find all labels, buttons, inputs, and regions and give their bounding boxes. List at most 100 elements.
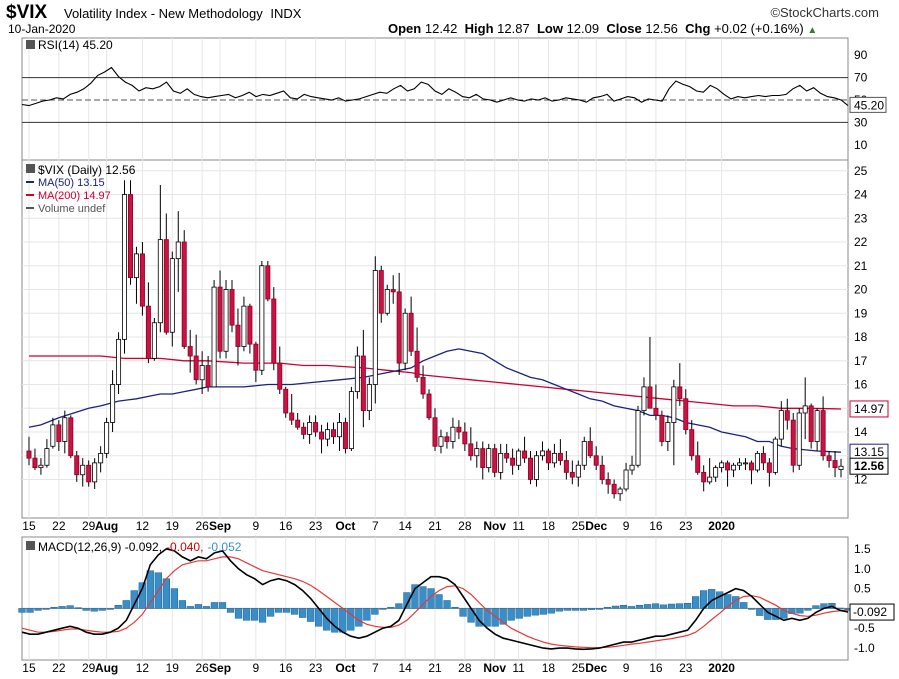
candle-body <box>539 450 545 457</box>
macd-y-tick: -1.0 <box>854 641 875 655</box>
candle-body <box>366 384 372 412</box>
candle-body <box>587 441 593 457</box>
macd-histogram-bar <box>812 605 820 609</box>
candle-body <box>474 448 480 457</box>
candle-body <box>217 286 223 352</box>
candle-body <box>26 450 32 459</box>
candle-body <box>390 289 396 293</box>
candle-body <box>450 426 456 442</box>
rsi-title: RSI(14) 45.20 <box>38 38 113 52</box>
macd-histogram-bar <box>226 608 235 613</box>
candle-body <box>731 464 737 471</box>
candle-body <box>599 464 605 480</box>
x-tick-label: 15 <box>22 519 36 533</box>
macd-histogram-bar <box>234 608 243 619</box>
candle-body <box>683 398 689 431</box>
x-tick-label: 7 <box>372 519 379 533</box>
candle-body <box>671 386 677 423</box>
candle-body <box>199 365 205 381</box>
candle-body <box>32 457 38 469</box>
x-tick-label: Sep <box>209 519 231 533</box>
x-tick-label: 18 <box>542 519 556 533</box>
candle-body <box>426 393 432 419</box>
macd-histogram-bar <box>627 606 636 609</box>
x-tick-label: 22 <box>52 519 66 533</box>
price-legend-entry: MA(50) 13.15 <box>38 177 105 189</box>
low-label: Low <box>536 21 563 36</box>
macd-histogram-bar <box>106 608 114 610</box>
candle-body <box>98 452 104 464</box>
macd-histogram-bar <box>716 591 724 609</box>
candle-body <box>444 436 450 442</box>
candle-body <box>784 410 790 421</box>
x-tick-label-macd: Oct <box>335 661 355 675</box>
macd-histogram-bar <box>122 600 130 609</box>
macd-y-tick: -0.5 <box>854 621 875 635</box>
candle-body <box>145 305 151 359</box>
candle-body <box>116 338 122 385</box>
close-label: Close <box>606 21 642 36</box>
rsi-legend-icon <box>26 40 35 49</box>
price-legend-entry: Volume undef <box>38 203 106 215</box>
x-tick-label: 9 <box>253 519 260 533</box>
price-y-tick: 22 <box>854 235 868 249</box>
candle-body <box>169 258 175 333</box>
macd-current-box <box>849 603 895 621</box>
macd-histogram-bar <box>555 608 563 612</box>
candle-body <box>748 462 754 471</box>
candle-body <box>92 462 98 483</box>
candle-body <box>235 324 241 347</box>
candle-body <box>838 465 844 470</box>
macd-histogram-bar <box>242 608 251 621</box>
candle-body <box>569 471 575 478</box>
macd-histogram-bar <box>50 606 58 609</box>
x-tick-label: 2020 <box>708 519 735 533</box>
candle-body <box>331 429 336 438</box>
price-title: $VIX (Daily) 12.56 <box>38 163 136 177</box>
macd-histogram-bar <box>66 605 74 609</box>
x-tick-label-macd: 16 <box>649 661 663 675</box>
x-tick-label: 19 <box>166 519 180 533</box>
macd-histogram-bar <box>379 608 387 610</box>
price-y-tick: 18 <box>854 330 868 344</box>
macd-histogram-bar <box>643 604 652 609</box>
rsi-y-tick: 70 <box>854 71 868 85</box>
macd-legend-entry: -0.040, <box>166 540 203 554</box>
macd-histogram-bar <box>804 608 812 611</box>
macd-histogram-bar <box>218 602 227 609</box>
candle-body <box>122 194 128 340</box>
candle-body <box>808 405 814 442</box>
macd-histogram-bar <box>266 608 275 617</box>
candle-body <box>456 426 462 433</box>
macd-histogram-bar <box>692 596 700 609</box>
rsi-y-tick: 90 <box>854 48 868 62</box>
x-tick-label-macd: Nov <box>483 661 506 675</box>
candle-body <box>528 457 534 480</box>
candle-body <box>223 289 229 352</box>
candle-body <box>492 448 498 473</box>
stockcharts-logo: ©StockCharts.com <box>770 5 879 20</box>
candle-body <box>737 462 743 466</box>
candle-body <box>557 452 563 461</box>
x-tick-label: 23 <box>309 519 323 533</box>
macd-histogram-bar <box>387 606 395 609</box>
macd-histogram-bar <box>202 606 211 609</box>
x-tick-label: 21 <box>428 519 442 533</box>
symbol-label: $VIX <box>6 2 48 23</box>
candle-body <box>659 414 665 442</box>
date-label: 10-Jan-2020 <box>8 22 76 36</box>
candle-body <box>319 431 325 440</box>
x-tick-label-macd: 18 <box>542 661 556 675</box>
price-y-tick: 21 <box>854 259 868 273</box>
macd-histogram-bar <box>58 606 66 609</box>
candle-body <box>104 422 110 454</box>
macd-histogram-bar <box>283 608 291 613</box>
candle-body <box>313 422 319 433</box>
macd-histogram-bar <box>740 602 748 609</box>
candle-body <box>701 471 707 483</box>
instrument-name: Volatility Index - New Methodology INDX <box>64 6 301 21</box>
candle-body <box>635 410 641 466</box>
macd-histogram-bar <box>419 586 427 609</box>
price-legend-entry: MA(200) 14.97 <box>38 190 111 202</box>
x-tick-label: Aug <box>95 519 118 533</box>
